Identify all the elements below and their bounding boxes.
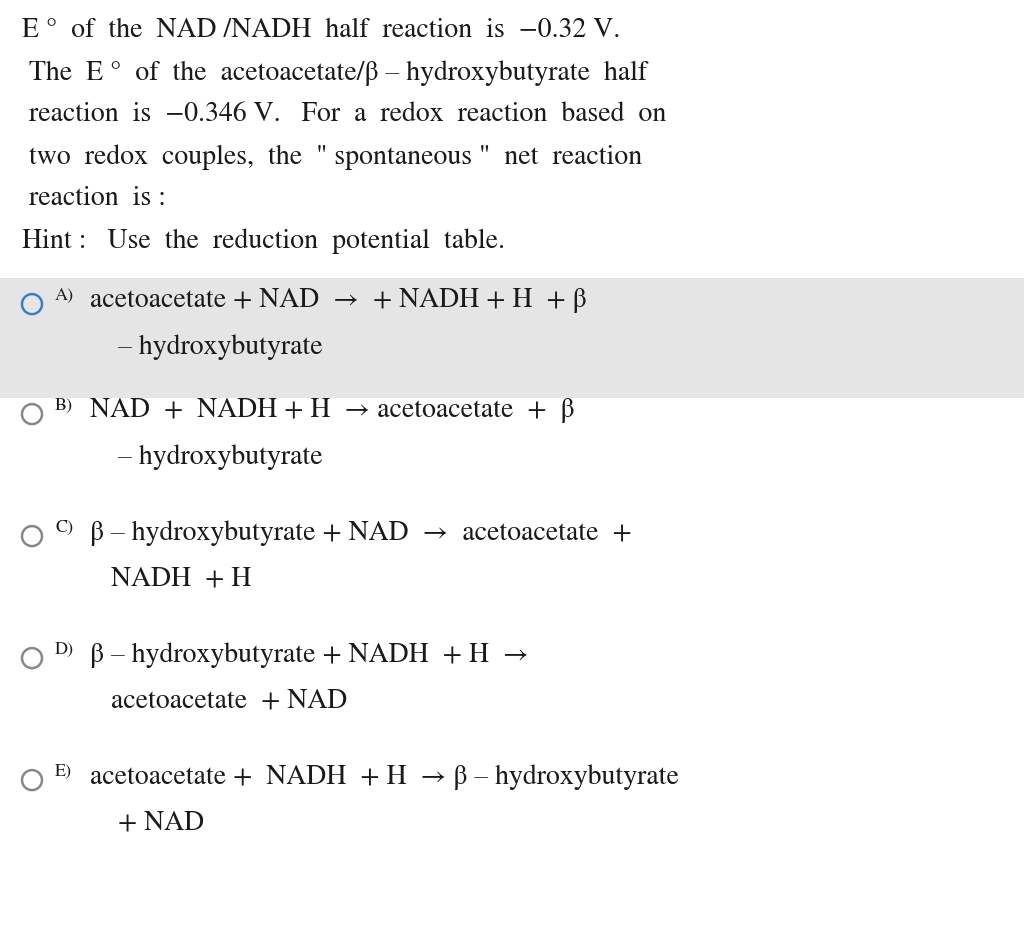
FancyBboxPatch shape bbox=[0, 278, 1024, 398]
Text: B): B) bbox=[55, 398, 73, 414]
Text: – hydroxybutyrate: – hydroxybutyrate bbox=[90, 444, 323, 470]
Text: acetoacetate + NAD⁺ →  + NADH + H⁺ + β: acetoacetate + NAD⁺ → + NADH + H⁺ + β bbox=[90, 288, 587, 313]
Text: acetoacetate +  NADH  + H⁺ → β – hydroxybutyrate: acetoacetate + NADH + H⁺ → β – hydroxybu… bbox=[90, 764, 679, 789]
Text: reaction  is  −0.346 V.   For  a  redox  reaction  based  on: reaction is −0.346 V. For a redox reacti… bbox=[22, 102, 667, 127]
Text: acetoacetate  + NAD⁺: acetoacetate + NAD⁺ bbox=[90, 688, 354, 713]
Text: + NAD⁺: + NAD⁺ bbox=[90, 810, 211, 836]
Text: β – hydroxybutyrate + NADH  + H⁺ →: β – hydroxybutyrate + NADH + H⁺ → bbox=[90, 642, 528, 668]
Text: D): D) bbox=[55, 642, 74, 658]
Text: β – hydroxybutyrate + NAD⁺ →  acetoacetate  +: β – hydroxybutyrate + NAD⁺ → acetoacetat… bbox=[90, 520, 632, 545]
Text: reaction  is :: reaction is : bbox=[22, 186, 166, 211]
Text: Eᴙ°  of  the  NAD⁺/NADH  half  reaction  is  −0.32 V.: Eᴙ° of the NAD⁺/NADH half reaction is −0… bbox=[22, 18, 621, 43]
Text: NADH  + H⁺: NADH + H⁺ bbox=[90, 566, 258, 592]
Text: two  redox  couples,  the  " spontaneous "  net  reaction: two redox couples, the " spontaneous " n… bbox=[22, 144, 642, 170]
Text: – hydroxybutyrate: – hydroxybutyrate bbox=[90, 334, 323, 360]
Text: The  Eᴙ°  of  the  acetoacetate/β – hydroxybutyrate  half: The Eᴙ° of the acetoacetate/β – hydroxyb… bbox=[22, 60, 647, 86]
Text: A): A) bbox=[55, 288, 74, 304]
Text: E): E) bbox=[55, 764, 72, 780]
Text: Hint :   Use  the  reduction  potential  table.: Hint : Use the reduction potential table… bbox=[22, 228, 505, 253]
Text: C): C) bbox=[55, 520, 73, 536]
Text: NAD⁺ +  NADH + H⁺ → acetoacetate  +  β: NAD⁺ + NADH + H⁺ → acetoacetate + β bbox=[90, 398, 574, 423]
